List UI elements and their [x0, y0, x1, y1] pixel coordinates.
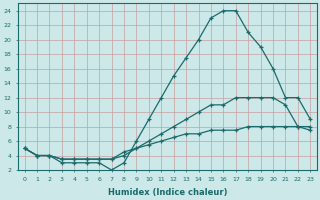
X-axis label: Humidex (Indice chaleur): Humidex (Indice chaleur): [108, 188, 227, 197]
